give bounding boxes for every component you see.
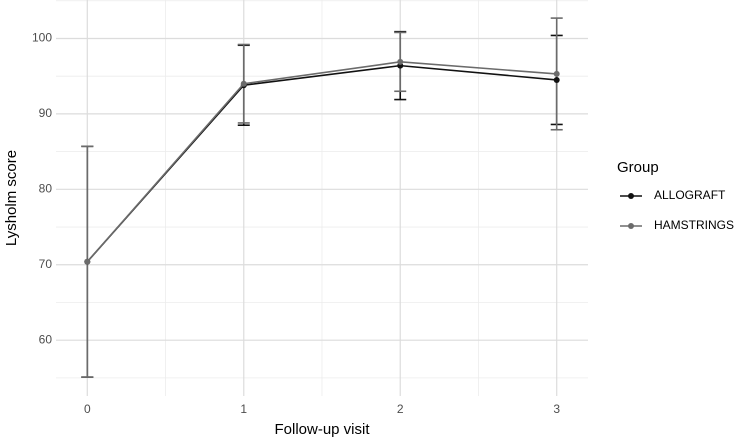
point [553,70,560,77]
y-axis-title: Lysholm score [3,150,20,246]
point [553,76,560,83]
legend-swatch [628,223,634,229]
y-tick-label: 100 [32,31,52,45]
x-tick-label: 2 [397,402,404,416]
y-tick-label: 60 [39,332,53,346]
x-axis-title: Follow-up visit [274,421,370,438]
y-tick-label: 70 [39,257,53,271]
x-tick-label: 1 [240,402,247,416]
legend-title: Group [617,159,659,176]
legend-swatch [628,193,634,199]
point [397,58,404,65]
x-tick-label: 0 [84,402,91,416]
legend-label: HAMSTRINGS [654,218,734,232]
y-tick-label: 90 [39,106,53,120]
x-tick-label: 3 [553,402,560,416]
series-line [86,61,557,263]
legend-label: ALLOGRAFT [654,188,726,202]
point [240,80,247,87]
point [84,258,91,265]
y-tick-label: 80 [39,181,53,195]
